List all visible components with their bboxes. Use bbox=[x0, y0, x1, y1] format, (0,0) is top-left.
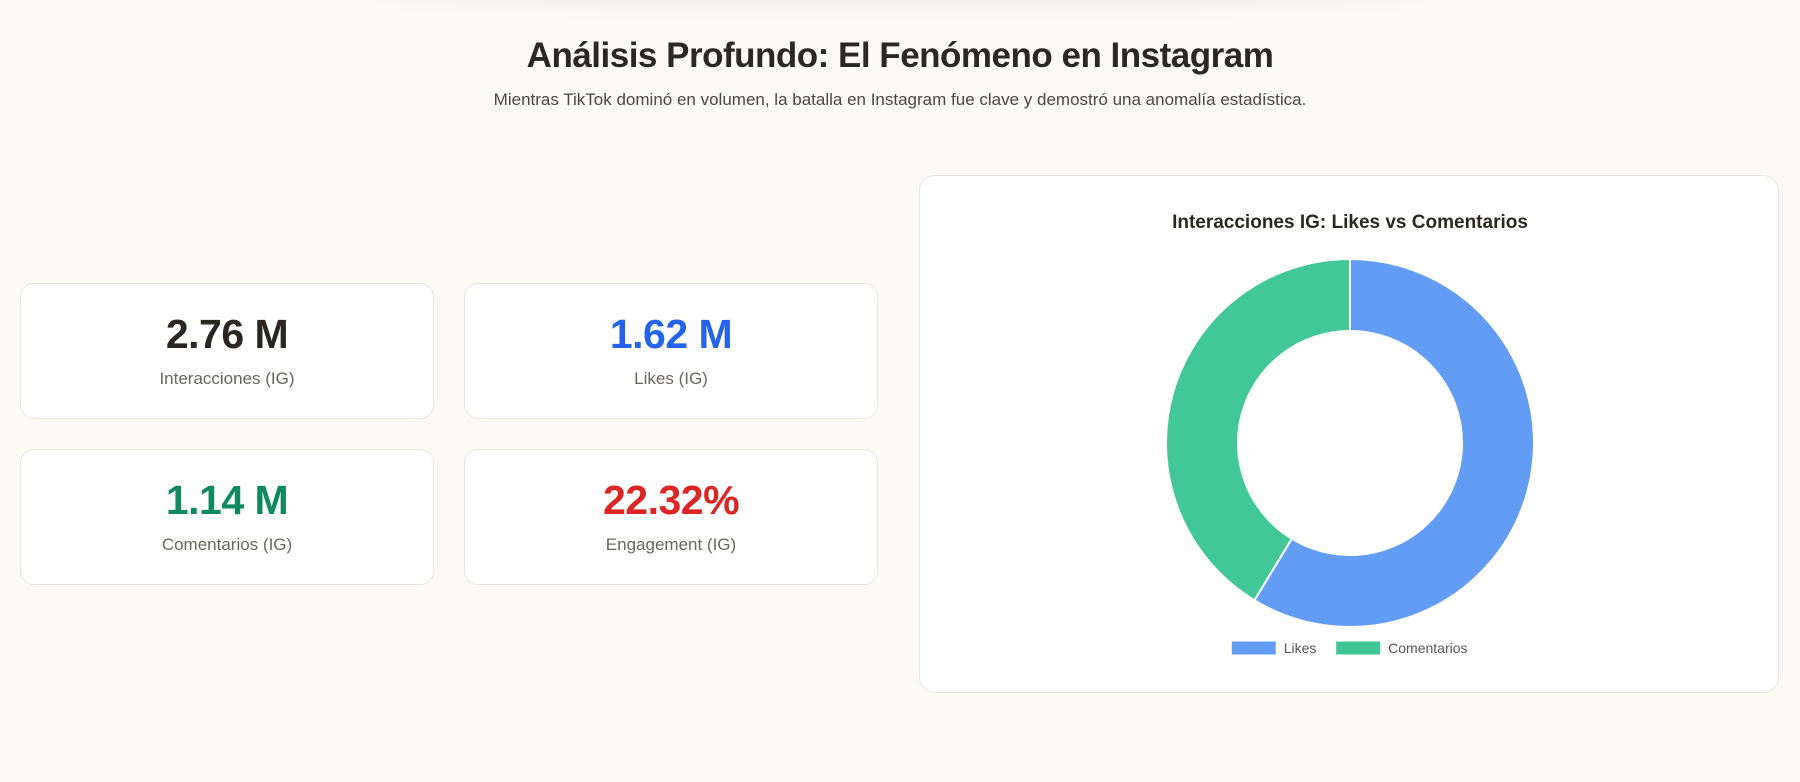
legend-swatch bbox=[1336, 641, 1381, 655]
stats-grid: 2.76 M Interacciones (IG) 1.62 M Likes (… bbox=[20, 283, 880, 587]
stat-value: 1.14 M bbox=[165, 477, 289, 523]
page-subtitle: Mientras TikTok dominó en volumen, la ba… bbox=[493, 90, 1307, 109]
stat-label: Interacciones (IG) bbox=[159, 369, 295, 388]
legend-item-comentarios[interactable]: Comentarios bbox=[1336, 640, 1468, 656]
legend-label: Comentarios bbox=[1388, 640, 1467, 656]
stat-value: 1.62 M bbox=[609, 311, 733, 357]
chart-card: Interacciones IG: Likes vs Comentarios L… bbox=[919, 175, 1779, 693]
stat-card-interacciones: 2.76 M Interacciones (IG) bbox=[20, 283, 434, 419]
stat-label: Engagement (IG) bbox=[605, 535, 737, 554]
stat-card-engagement: 22.32% Engagement (IG) bbox=[464, 449, 878, 585]
legend-item-likes[interactable]: Likes bbox=[1231, 640, 1317, 656]
stat-value: 22.32% bbox=[602, 477, 740, 523]
stat-label: Likes (IG) bbox=[634, 369, 708, 388]
page-title: Análisis Profundo: El Fenómeno en Instag… bbox=[526, 36, 1274, 75]
chart-slices bbox=[1165, 257, 1536, 628]
chart-title: Interacciones IG: Likes vs Comentarios bbox=[1172, 212, 1528, 233]
stat-label: Comentarios (IG) bbox=[161, 535, 293, 554]
stat-value: 2.76 M bbox=[165, 311, 289, 357]
page-header: Análisis Profundo: El Fenómeno en Instag… bbox=[0, 36, 1800, 110]
stat-card-comentarios: 1.14 M Comentarios (IG) bbox=[20, 449, 434, 585]
stat-card-likes: 1.62 M Likes (IG) bbox=[464, 283, 878, 419]
legend-swatch bbox=[1231, 641, 1276, 655]
slice-likes bbox=[1253, 257, 1536, 628]
chart-legend: Likes Comentarios bbox=[1231, 640, 1468, 656]
slice-comentarios bbox=[1165, 257, 1351, 602]
donut-chart: Interacciones IG: Likes vs Comentarios L… bbox=[1165, 212, 1536, 656]
legend-label: Likes bbox=[1284, 640, 1317, 656]
